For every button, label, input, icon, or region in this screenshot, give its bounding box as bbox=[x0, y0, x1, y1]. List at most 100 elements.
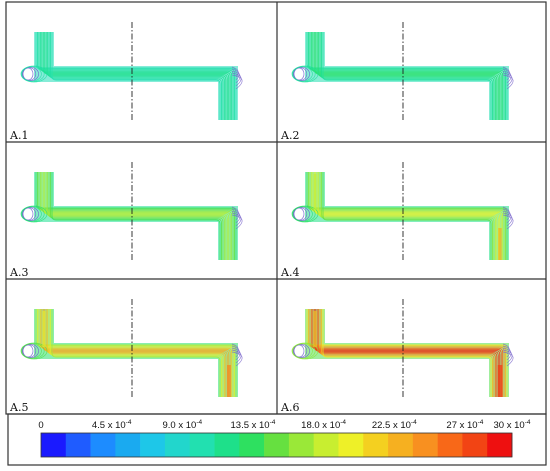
recirculation-loop bbox=[21, 66, 45, 82]
overshoot-loop bbox=[231, 214, 243, 230]
overshoot-loop bbox=[231, 72, 242, 87]
recirculation-loop bbox=[20, 205, 48, 223]
streamline bbox=[47, 172, 225, 260]
panels-layer: A.1 A.2 A.3 A.4 A.5 A.6 bbox=[9, 22, 514, 414]
recirculation-loop bbox=[21, 343, 42, 359]
streamline bbox=[316, 172, 498, 260]
streamline bbox=[47, 309, 225, 397]
recirculation-loop bbox=[292, 66, 316, 82]
colorbar-tick-label: 18.0 x 10-4 bbox=[301, 419, 346, 431]
colorbar-cell bbox=[412, 433, 438, 457]
colorbar: 0 4.5 x 10-4 9.0 x 10-4 13.5 x 10-4 18.0 x 1… bbox=[7, 413, 547, 466]
recirculation-loop bbox=[291, 65, 319, 83]
overshoot-loop bbox=[231, 349, 242, 364]
streamline bbox=[315, 309, 499, 397]
streamline bbox=[50, 172, 222, 260]
overshoot-loop bbox=[231, 68, 240, 81]
recirculation-loop bbox=[21, 66, 42, 82]
overshoot-loop bbox=[502, 351, 514, 367]
streamline bbox=[310, 32, 504, 120]
colorbar-frame bbox=[7, 413, 547, 466]
overshoot-loop bbox=[502, 208, 511, 221]
streamline bbox=[47, 32, 225, 120]
streamline bbox=[319, 309, 495, 397]
colorbar-cell bbox=[214, 433, 240, 457]
streamline bbox=[39, 309, 233, 397]
colorbar-cell bbox=[338, 433, 364, 457]
panel-3: A.3 bbox=[9, 162, 243, 279]
overshoot-loop bbox=[502, 349, 513, 364]
recirculation-loop bbox=[21, 343, 39, 359]
colorbar-cell bbox=[189, 433, 215, 457]
panel-label: A.6 bbox=[280, 401, 299, 414]
colorbar-cell bbox=[388, 433, 414, 457]
recirculation-loop bbox=[21, 66, 39, 82]
streamline bbox=[45, 32, 227, 120]
overshoot-loop bbox=[231, 210, 241, 224]
streamline bbox=[45, 172, 227, 260]
streamline bbox=[51, 172, 221, 260]
streamline bbox=[322, 309, 492, 397]
streamline bbox=[318, 32, 496, 120]
recirculation-loop bbox=[292, 206, 310, 222]
colorbar-cell bbox=[437, 433, 463, 457]
colorbar-cells bbox=[41, 433, 513, 457]
recirculation-loop bbox=[292, 66, 313, 82]
overshoot-loop bbox=[502, 74, 514, 90]
streamline bbox=[319, 32, 495, 120]
colorbar-cell bbox=[462, 433, 488, 457]
streamline bbox=[39, 32, 233, 120]
colorbar-cell bbox=[288, 433, 314, 457]
colorbar-tick-label: 30 x 10-4 bbox=[494, 419, 531, 431]
overshoot-loop bbox=[231, 74, 243, 90]
overshoot-loop bbox=[231, 347, 241, 361]
colorbar-tick-label: 13.5 x 10-4 bbox=[231, 419, 276, 431]
recirculation-loop bbox=[21, 206, 42, 222]
colorbar-cell bbox=[90, 433, 116, 457]
colorbar-cell bbox=[313, 433, 339, 457]
recirculation-loop bbox=[21, 206, 39, 222]
panel-label: A.5 bbox=[9, 401, 28, 414]
streamline bbox=[39, 172, 233, 260]
streamline bbox=[310, 309, 504, 397]
colorbar-tick-label: 4.5 x 10-4 bbox=[92, 419, 132, 431]
streamline bbox=[44, 172, 228, 260]
panel-6: A.6 bbox=[280, 299, 514, 414]
streamline bbox=[45, 309, 227, 397]
overshoot-loop bbox=[502, 212, 513, 227]
recirculation-loop bbox=[292, 206, 316, 222]
streamline bbox=[316, 32, 498, 120]
overshoot-loop bbox=[502, 210, 512, 224]
colorbar-tick-label: 0 bbox=[38, 420, 43, 431]
panel-1: A.1 bbox=[9, 22, 243, 142]
streamline bbox=[316, 309, 498, 397]
panel-4: A.4 bbox=[280, 162, 514, 279]
recirculation-loop bbox=[292, 343, 310, 359]
streamline bbox=[50, 32, 222, 120]
colorbar-tick-label: 27 x 10-4 bbox=[446, 419, 483, 431]
overshoot-loop bbox=[231, 212, 242, 227]
colorbar-tick-labels: 0 4.5 x 10-4 9.0 x 10-4 13.5 x 10-4 18.0 x 1… bbox=[38, 419, 531, 431]
colorbar-cell bbox=[65, 433, 91, 457]
streamline bbox=[48, 172, 224, 260]
colorbar-cell bbox=[264, 433, 290, 457]
streamline bbox=[44, 32, 228, 120]
recirculation-loop bbox=[292, 343, 313, 359]
recirculation-loop bbox=[21, 343, 45, 359]
panel-2: A.2 bbox=[280, 22, 514, 142]
streamline bbox=[318, 172, 496, 260]
colorbar-outline bbox=[40, 432, 513, 458]
colorbar-cell bbox=[115, 433, 141, 457]
streamline bbox=[322, 172, 492, 260]
overshoot-loop bbox=[502, 214, 514, 230]
panel-label: A.3 bbox=[9, 266, 28, 279]
colorbar-cell bbox=[164, 433, 191, 457]
overshoot-loop bbox=[502, 68, 511, 81]
overshoot-loop bbox=[502, 345, 511, 358]
streamline bbox=[318, 309, 496, 397]
overshoot-loop bbox=[231, 345, 240, 358]
overshoot-loop bbox=[231, 70, 241, 84]
colorbar-cell bbox=[239, 433, 265, 457]
colorbar-cell bbox=[363, 433, 389, 457]
